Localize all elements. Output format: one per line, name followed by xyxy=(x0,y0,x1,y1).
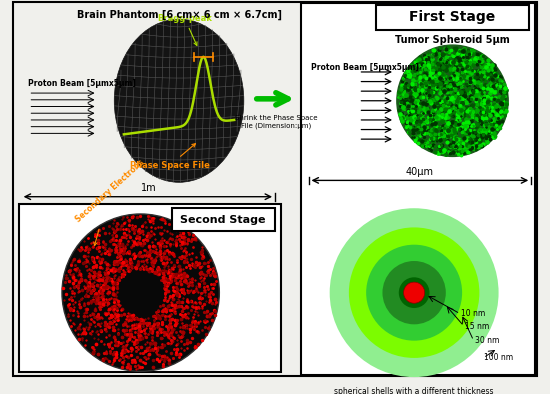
Circle shape xyxy=(366,245,462,341)
FancyBboxPatch shape xyxy=(19,204,280,372)
FancyBboxPatch shape xyxy=(301,3,535,375)
Text: Second Stage: Second Stage xyxy=(180,215,266,225)
Text: Brain Phantom [6 cm× 6 cm × 6.7cm]: Brain Phantom [6 cm× 6 cm × 6.7cm] xyxy=(76,9,282,20)
Text: 10 nm: 10 nm xyxy=(461,309,486,318)
Text: spherical shells with a different thickness: spherical shells with a different thickn… xyxy=(334,387,494,394)
FancyBboxPatch shape xyxy=(376,5,529,30)
Text: Bragg-peak: Bragg-peak xyxy=(157,14,212,45)
Circle shape xyxy=(62,214,219,372)
Text: Shrink the Phase Space
File (Dimension:μm): Shrink the Phase Space File (Dimension:μ… xyxy=(235,115,317,129)
Text: Proton Beam [5μmx5μm]: Proton Beam [5μmx5μm] xyxy=(311,63,419,72)
Circle shape xyxy=(329,208,499,377)
Text: 1m: 1m xyxy=(140,183,156,193)
Text: 30 nm: 30 nm xyxy=(475,336,499,345)
Text: First Stage: First Stage xyxy=(409,10,496,24)
Text: 100 nm: 100 nm xyxy=(484,353,513,362)
Circle shape xyxy=(349,227,480,358)
Text: 15 nm: 15 nm xyxy=(465,322,490,331)
Circle shape xyxy=(382,261,446,324)
Text: Tumor Spheroid 5μm: Tumor Spheroid 5μm xyxy=(395,35,510,45)
Ellipse shape xyxy=(114,19,244,182)
Text: Secondary Electrons: Secondary Electrons xyxy=(74,158,146,245)
FancyBboxPatch shape xyxy=(172,208,275,231)
Text: Proton Beam [5μmx5μm]: Proton Beam [5μmx5μm] xyxy=(29,79,136,88)
Circle shape xyxy=(399,277,430,308)
Text: 40μm: 40μm xyxy=(406,167,434,177)
Text: GNP: GNP xyxy=(406,287,422,293)
Circle shape xyxy=(397,45,508,156)
Text: Phase Space File: Phase Space File xyxy=(130,144,210,170)
Circle shape xyxy=(404,282,425,303)
